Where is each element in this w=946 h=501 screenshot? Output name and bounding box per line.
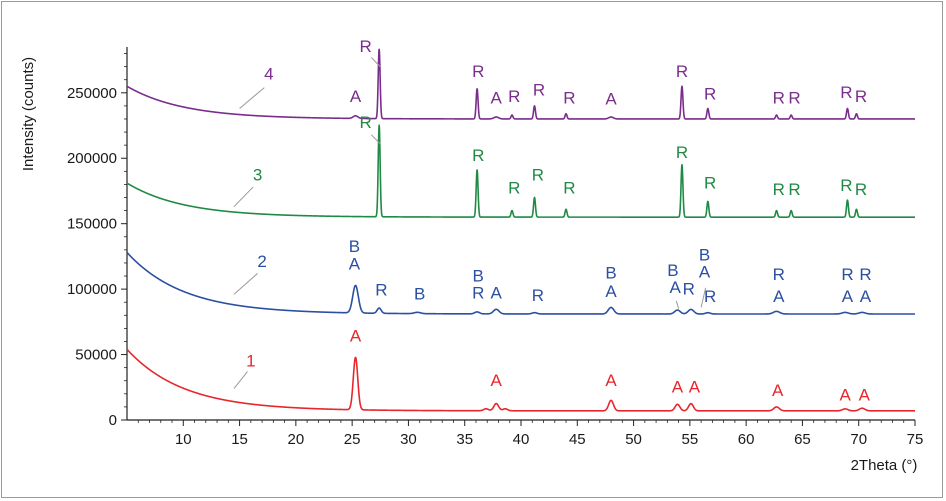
phase-marker-A: A: [840, 385, 852, 404]
phase-marker-A: A: [689, 378, 701, 397]
leader-line: [233, 371, 248, 389]
phase-marker-R: R: [841, 265, 853, 284]
x-tick-label: 35: [456, 431, 473, 448]
x-tick-label: 20: [288, 431, 305, 448]
phase-marker-A: A: [860, 287, 872, 306]
phase-marker-A: A: [605, 282, 617, 301]
y-tick-label: 150000: [67, 216, 117, 233]
x-tick-label: 70: [850, 431, 867, 448]
phase-marker-R: R: [360, 37, 372, 56]
phase-marker-R: R: [855, 87, 867, 106]
phase-marker-R: R: [532, 286, 544, 305]
x-tick-label: 25: [344, 431, 361, 448]
y-tick-label: 100000: [67, 281, 117, 298]
series-2-line: [126, 251, 916, 315]
phase-marker-R: R: [704, 287, 716, 306]
x-tick-label: 65: [794, 431, 811, 448]
phase-marker-A: A: [842, 287, 854, 306]
y-tick-label: 0: [109, 412, 117, 429]
phase-marker-R: R: [676, 62, 688, 81]
leader-line: [239, 87, 265, 109]
phase-marker-A: A: [859, 385, 871, 404]
series-label-4: 4: [264, 65, 273, 84]
phase-marker-R: R: [855, 180, 867, 199]
phase-marker-R: R: [840, 176, 852, 195]
series-label-2: 2: [257, 252, 266, 271]
phase-marker-B: B: [667, 261, 678, 280]
phase-marker-A: A: [491, 371, 503, 390]
leader-line: [700, 287, 707, 308]
series-3-line: [126, 124, 916, 218]
phase-marker-R: R: [788, 180, 800, 199]
phase-marker-R: R: [773, 265, 785, 284]
phase-marker-A: A: [772, 381, 784, 400]
phase-marker-R: R: [472, 283, 484, 302]
phase-marker-B: B: [473, 266, 484, 285]
leader-line: [370, 57, 381, 67]
phase-marker-R: R: [840, 83, 852, 102]
x-tick-label: 50: [625, 431, 642, 448]
phase-marker-R: R: [563, 179, 575, 198]
phase-marker-R: R: [472, 62, 484, 81]
y-tick-label: 50000: [75, 347, 117, 364]
y-axis-title: Intensity (counts): [20, 57, 37, 171]
phase-marker-A: A: [605, 90, 617, 109]
phase-marker-A: A: [672, 378, 684, 397]
phase-marker-R: R: [704, 84, 716, 103]
phase-marker-A: A: [699, 262, 711, 281]
y-tick-label: 250000: [67, 85, 117, 102]
phase-marker-R: R: [563, 88, 575, 107]
x-tick-label: 15: [231, 431, 248, 448]
phase-marker-R: R: [788, 88, 800, 107]
axes: 10 15 20 25 30 35 40 45 50 55 60 65 70 75 0 50000 100000…: [67, 47, 923, 448]
phase-marker-B: B: [414, 285, 425, 304]
leader-line: [233, 273, 258, 295]
series-label-3: 3: [253, 165, 262, 184]
series-1-line: [126, 348, 916, 412]
leader-line: [675, 300, 680, 309]
phase-marker-R: R: [704, 173, 716, 192]
phase-marker-R: R: [360, 113, 372, 132]
series-label-1: 1: [246, 351, 255, 370]
phase-marker-R: R: [508, 87, 520, 106]
leader-line: [370, 134, 381, 145]
x-axis-title: 2Theta (°): [851, 457, 918, 474]
phase-marker-A: A: [605, 371, 617, 390]
x-tick-label: 40: [513, 431, 530, 448]
phase-marker-R: R: [375, 281, 387, 300]
x-tick-label: 75: [907, 431, 924, 448]
phase-marker-R: R: [472, 146, 484, 165]
phase-marker-A: A: [491, 88, 503, 107]
x-tick-label: 45: [569, 431, 586, 448]
series-layer: [126, 48, 916, 412]
phase-marker-R: R: [508, 179, 520, 198]
phase-marker-B: B: [349, 237, 360, 256]
phase-marker-B: B: [699, 245, 710, 264]
y-tick-label: 200000: [67, 150, 117, 167]
phase-marker-A: A: [349, 254, 361, 273]
phase-marker-R: R: [676, 143, 688, 162]
phase-marker-A: A: [350, 326, 362, 345]
phase-marker-R: R: [683, 279, 695, 298]
x-tick-label: 30: [400, 431, 417, 448]
leader-line: [233, 186, 254, 208]
phase-marker-A: A: [773, 287, 785, 306]
phase-marker-R: R: [859, 265, 871, 284]
phase-marker-B: B: [605, 264, 616, 283]
phase-marker-A: A: [350, 87, 362, 106]
x-tick-label: 60: [738, 431, 755, 448]
series-4-line: [126, 48, 916, 120]
phase-marker-R: R: [532, 165, 544, 184]
phase-marker-R: R: [773, 88, 785, 107]
phase-marker-R: R: [773, 180, 785, 199]
phase-marker-A: A: [491, 283, 503, 302]
x-tick-label: 55: [682, 431, 699, 448]
phase-marker-R: R: [533, 80, 545, 99]
x-tick-label: 10: [175, 431, 192, 448]
phase-marker-A: A: [670, 278, 682, 297]
